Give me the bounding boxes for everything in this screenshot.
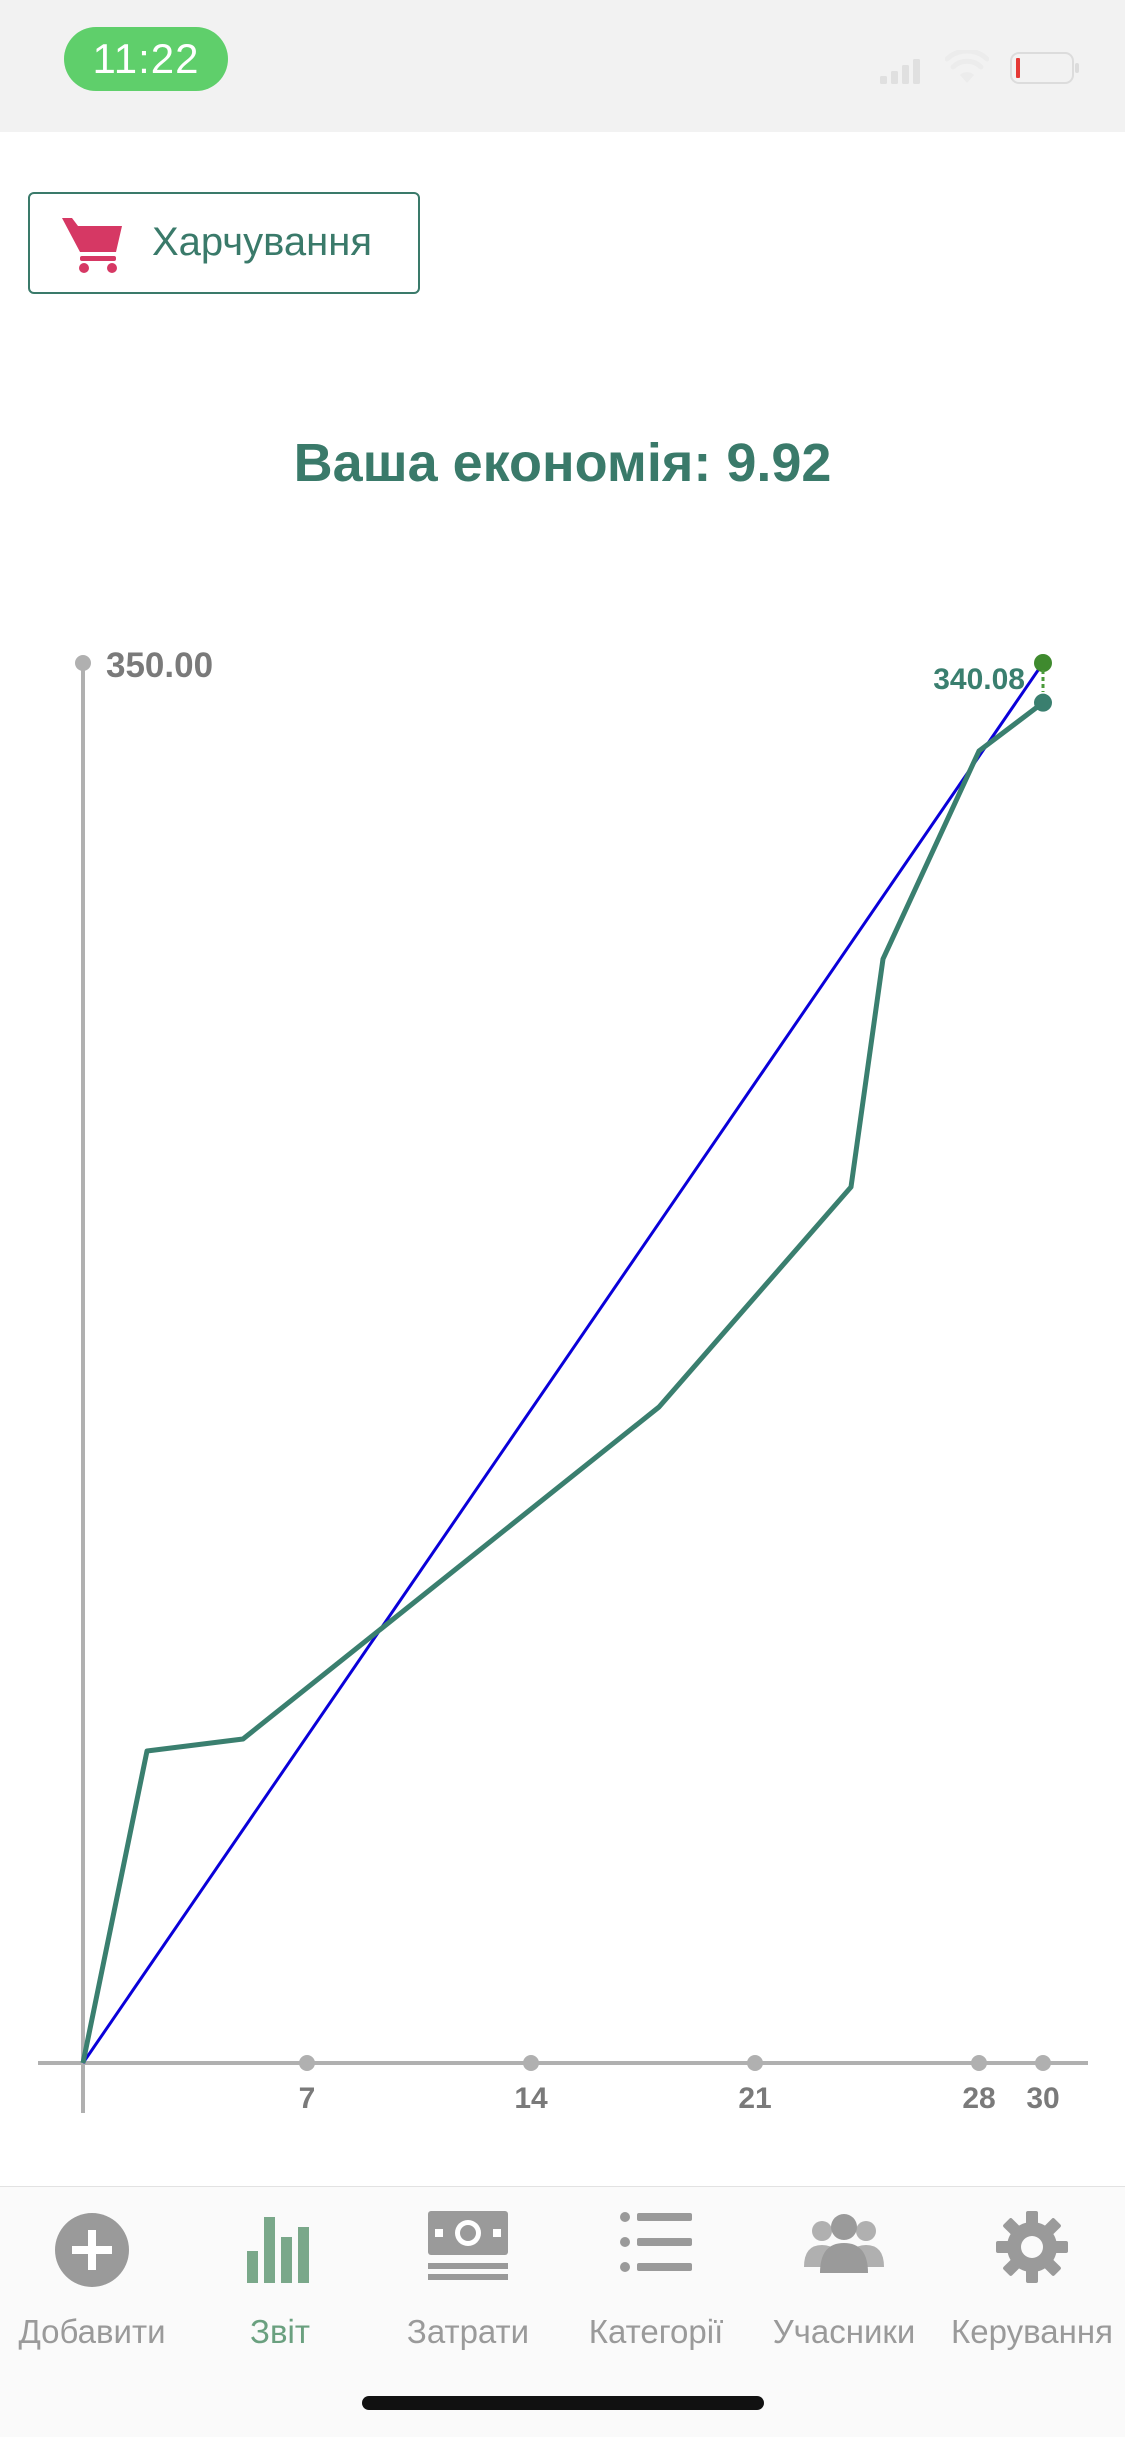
tab-categories[interactable]: Категорії — [562, 2201, 750, 2351]
x-tick-dot-14 — [523, 2055, 539, 2071]
x-tick-dot-7 — [299, 2055, 315, 2071]
x-tick-dot-21 — [747, 2055, 763, 2071]
tab-members-label: Учасники — [772, 2313, 916, 2350]
tab-categories-label: Категорії — [588, 2313, 724, 2350]
plan-line-series — [81, 662, 1045, 2064]
signal-icon — [880, 59, 920, 84]
actual-line-series — [80, 700, 1045, 2064]
x-tick-label-30: 30 — [1026, 2082, 1059, 2115]
x-tick-label-21: 21 — [738, 2082, 771, 2115]
x-tick-label-14: 14 — [514, 2082, 548, 2115]
tab-report-label: Звіт — [250, 2313, 310, 2350]
end-value-label: 340.08 — [933, 663, 1025, 696]
tab-expenses[interactable]: Затрати — [374, 2201, 562, 2351]
cart-icon — [62, 218, 122, 273]
tab-report[interactable]: Звіт — [186, 2201, 374, 2351]
y-max-label: 350.00 — [106, 646, 213, 685]
wifi-icon — [945, 50, 989, 83]
actual-line-end-dot — [1034, 693, 1052, 712]
progress-chart: 350.00 7 14 21 28 30 340.08 — [38, 646, 1088, 2115]
bar-chart-icon — [247, 2217, 309, 2283]
savings-title: Ваша економія: 9.92 — [293, 433, 832, 493]
y-axis-top-dot — [75, 655, 91, 671]
tab-members[interactable]: Учасники — [750, 2201, 938, 2351]
x-tick-label-28: 28 — [962, 2082, 995, 2115]
category-label: Харчування — [152, 220, 373, 264]
tab-add[interactable]: Добавити — [0, 2201, 186, 2351]
list-icon — [620, 2212, 692, 2272]
gear-icon — [996, 2211, 1068, 2283]
x-tick-label-7: 7 — [299, 2082, 316, 2115]
battery-icon — [1010, 52, 1079, 84]
tab-bar: Добавити Звіт Затрати Категорії — [0, 2186, 1125, 2437]
home-indicator — [362, 2396, 764, 2410]
status-time: 11:22 — [64, 27, 228, 91]
category-selector-button[interactable]: Харчування — [28, 192, 420, 294]
money-icon — [428, 2211, 508, 2280]
people-icon — [804, 2214, 884, 2273]
tab-settings-label: Керування — [951, 2313, 1113, 2350]
plan-line-end-dot — [1034, 654, 1052, 672]
status-bar: 11:22 — [0, 0, 1125, 132]
tab-expenses-label: Затрати — [406, 2313, 530, 2350]
tab-settings[interactable]: Керування — [938, 2201, 1125, 2351]
x-tick-dot-28 — [971, 2055, 987, 2071]
x-tick-dot-30 — [1035, 2055, 1051, 2071]
add-circle-icon — [55, 2213, 129, 2287]
tab-add-label: Добавити — [18, 2313, 166, 2350]
